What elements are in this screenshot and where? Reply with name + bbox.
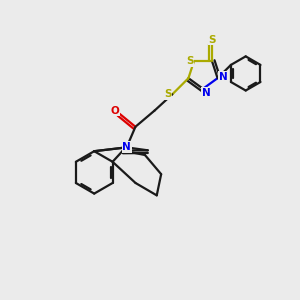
Text: N: N (122, 142, 131, 152)
Text: S: S (164, 89, 172, 99)
Text: O: O (110, 106, 119, 116)
Text: S: S (186, 56, 193, 66)
Text: N: N (219, 72, 228, 82)
Text: N: N (202, 88, 211, 98)
Text: S: S (208, 34, 216, 45)
